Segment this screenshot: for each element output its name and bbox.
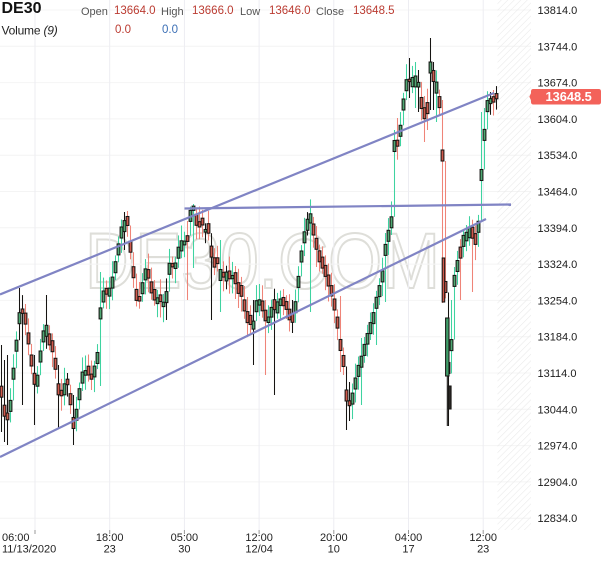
svg-text:13534.0: 13534.0: [538, 150, 578, 162]
svg-text:23: 23: [104, 544, 116, 556]
svg-text:13464.0: 13464.0: [538, 187, 578, 199]
svg-text:High: High: [161, 6, 184, 18]
svg-text:DE30: DE30: [2, 0, 42, 17]
svg-text:04:00: 04:00: [395, 532, 423, 544]
svg-text:13114.0: 13114.0: [538, 368, 577, 380]
svg-text:12:00: 12:00: [469, 532, 497, 544]
svg-text:13664.0: 13664.0: [114, 5, 156, 17]
svg-text:11/13/2020: 11/13/2020: [2, 544, 56, 556]
svg-text:Open: Open: [81, 6, 108, 18]
svg-text:06:00: 06:00: [2, 532, 30, 544]
svg-text:17: 17: [402, 544, 414, 556]
svg-text:Close: Close: [316, 6, 344, 18]
svg-text:10: 10: [328, 544, 340, 556]
svg-text:13184.0: 13184.0: [538, 332, 578, 344]
svg-text:13648.5: 13648.5: [353, 5, 395, 17]
svg-text:13604.0: 13604.0: [538, 114, 578, 126]
svg-text:13744.0: 13744.0: [538, 41, 578, 53]
svg-text:Volume (9): Volume (9): [2, 24, 58, 38]
svg-text:12:00: 12:00: [245, 532, 273, 544]
svg-text:0.0: 0.0: [115, 24, 131, 36]
svg-text:13394.0: 13394.0: [538, 223, 578, 235]
svg-text:13666.0: 13666.0: [192, 5, 234, 17]
svg-text:12/04: 12/04: [245, 544, 273, 556]
svg-text:13674.0: 13674.0: [538, 78, 578, 90]
svg-text:12974.0: 12974.0: [538, 441, 578, 453]
svg-text:Low: Low: [240, 6, 260, 18]
svg-text:12834.0: 12834.0: [538, 513, 578, 525]
svg-text:13648.5: 13648.5: [546, 89, 592, 104]
svg-text:13814.0: 13814.0: [538, 5, 578, 17]
svg-text:05:00: 05:00: [171, 532, 199, 544]
svg-text:20:00: 20:00: [320, 532, 348, 544]
svg-text:13646.0: 13646.0: [269, 5, 311, 17]
svg-text:12904.0: 12904.0: [538, 477, 578, 489]
svg-text:0.0: 0.0: [162, 24, 178, 36]
svg-text:30: 30: [178, 544, 190, 556]
svg-text:13254.0: 13254.0: [538, 295, 578, 307]
svg-text:23: 23: [477, 544, 489, 556]
svg-text:18:00: 18:00: [96, 532, 124, 544]
svg-text:13324.0: 13324.0: [538, 259, 578, 271]
svg-text:13044.0: 13044.0: [538, 404, 578, 416]
